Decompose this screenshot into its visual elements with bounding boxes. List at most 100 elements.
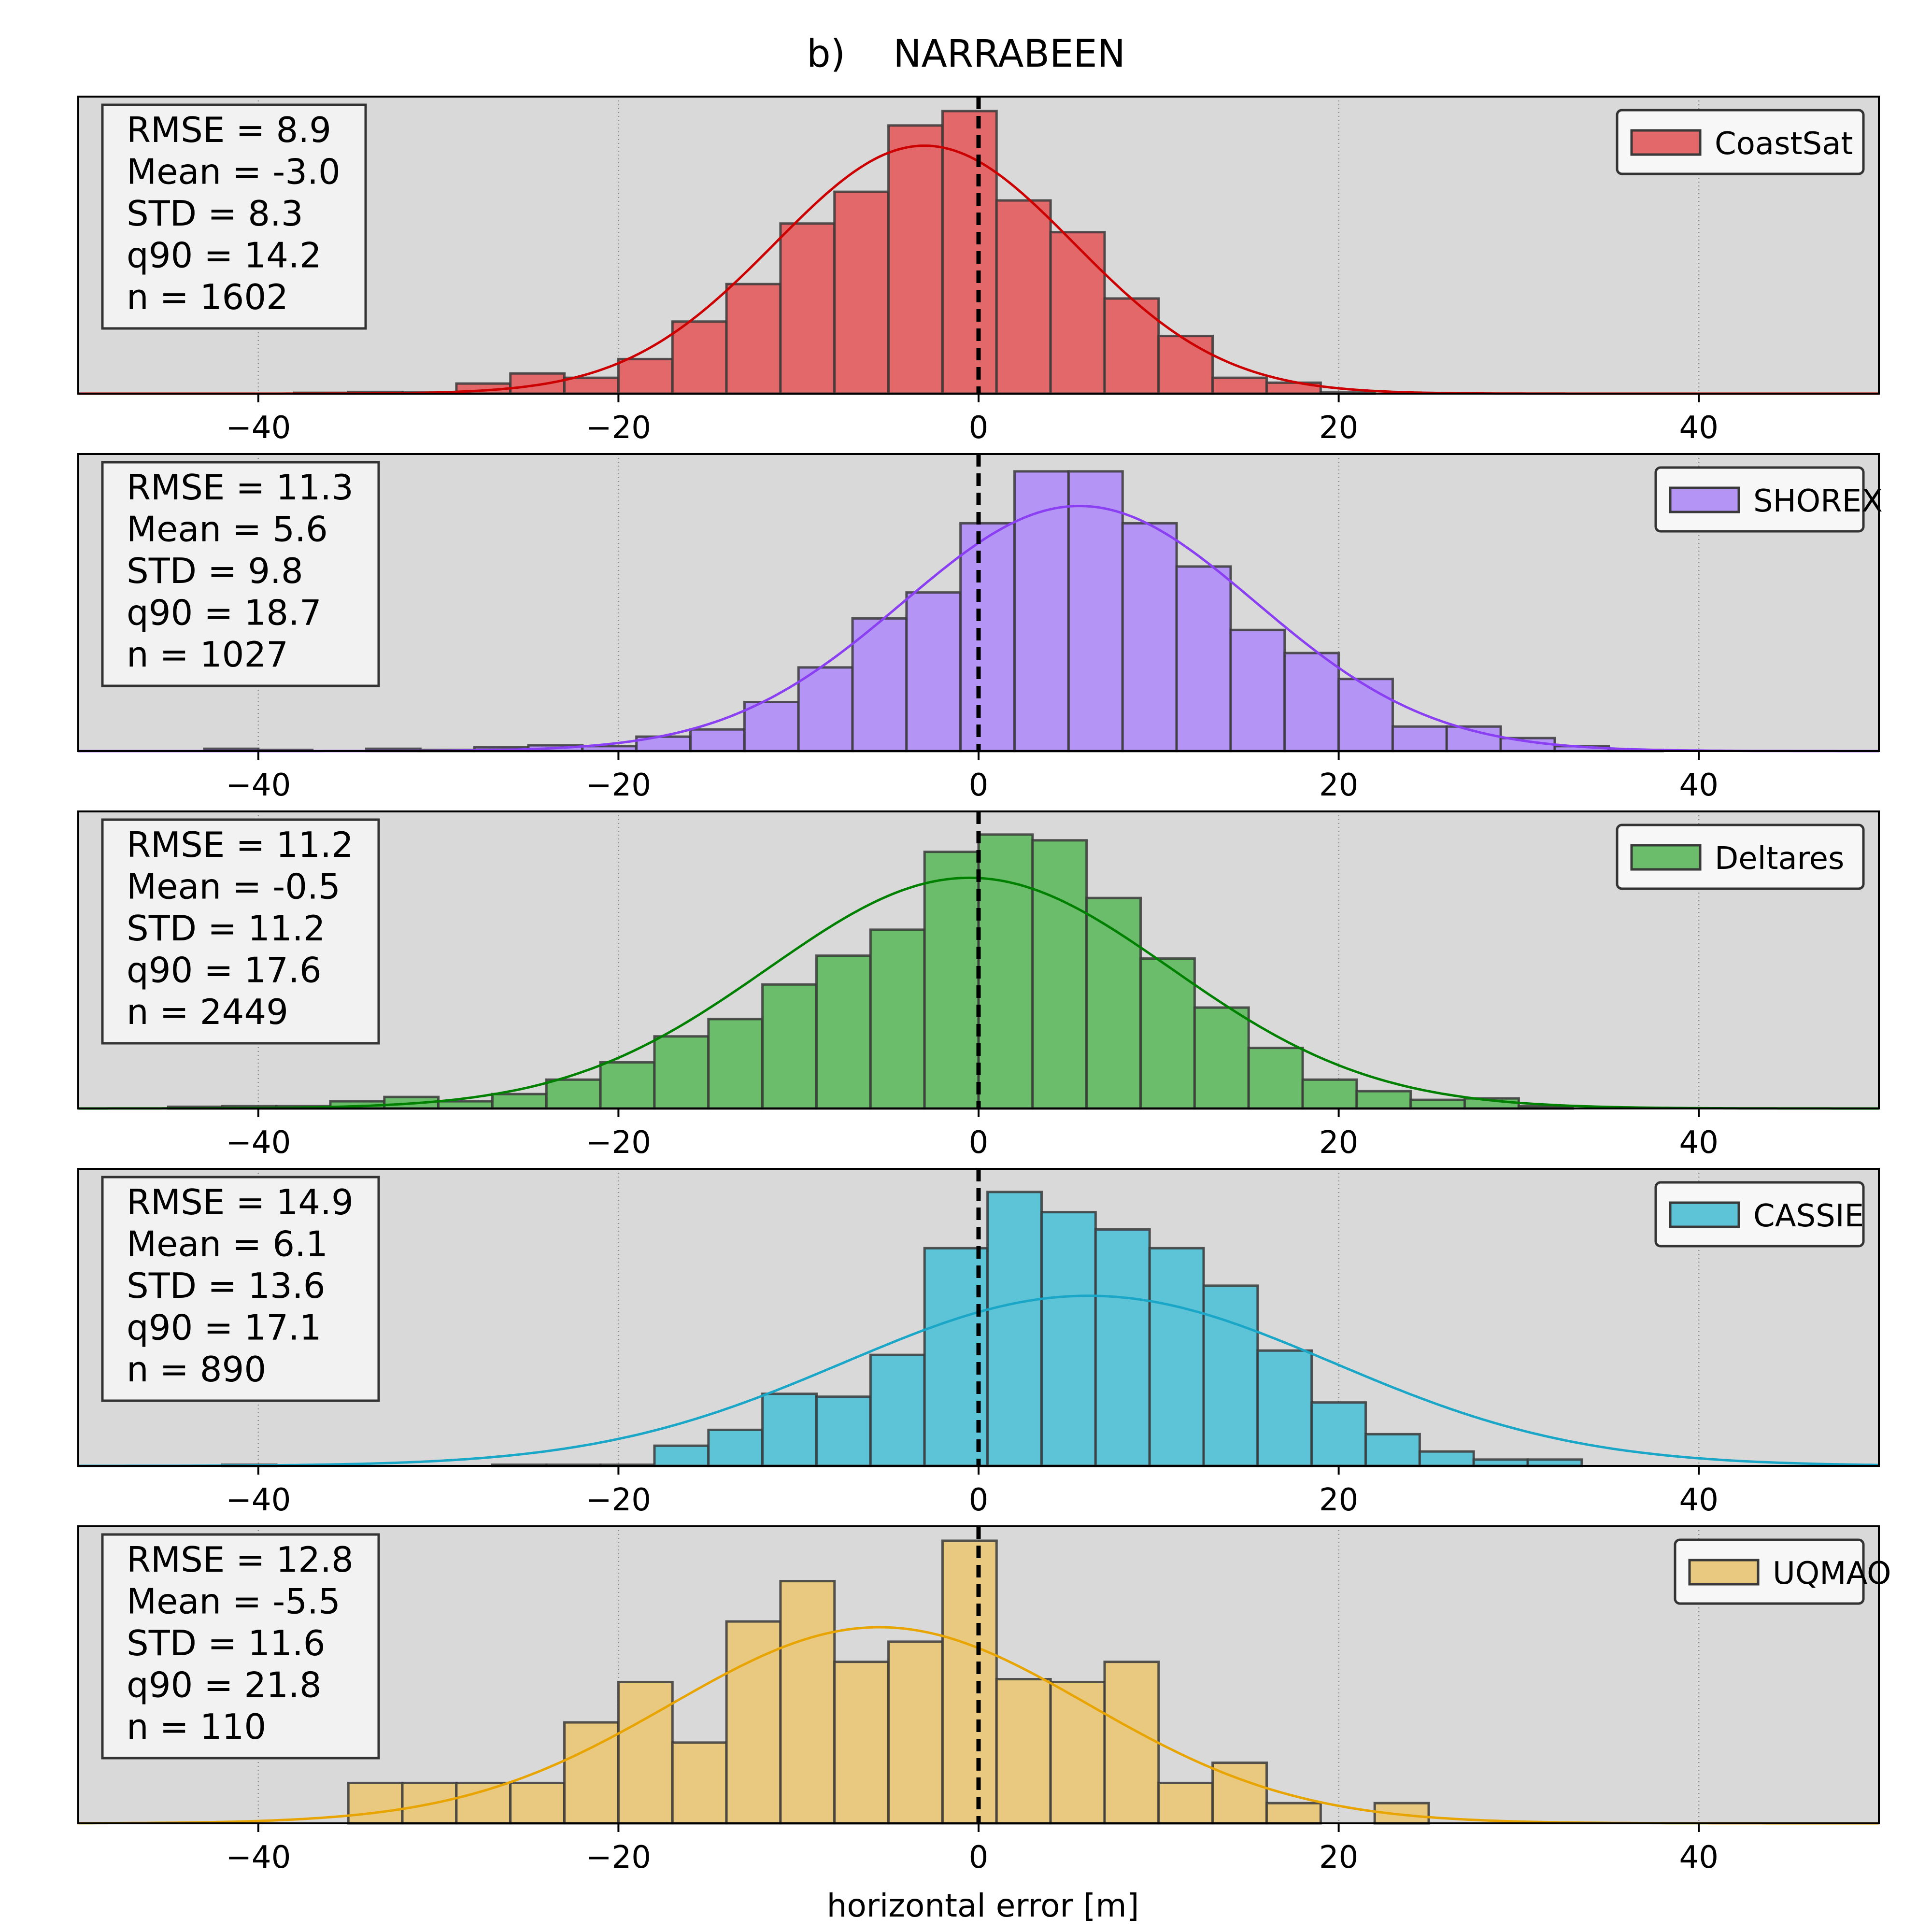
x-tick-label: −40 bbox=[226, 1482, 291, 1518]
stats-line: RMSE = 14.9 bbox=[127, 1182, 354, 1222]
histogram-bar bbox=[995, 199, 1052, 395]
histogram-bar bbox=[887, 124, 944, 395]
histogram-bar bbox=[923, 851, 980, 1110]
x-axis-label: horizontal error [m] bbox=[827, 1887, 1139, 1924]
histogram-bar bbox=[1265, 1802, 1322, 1825]
histogram-bar bbox=[959, 522, 1016, 753]
histogram-bar bbox=[1013, 470, 1070, 753]
histogram-bar bbox=[1049, 231, 1106, 395]
histogram-bar bbox=[815, 1395, 872, 1467]
histogram-bar bbox=[617, 1680, 674, 1825]
x-tick-label: 0 bbox=[969, 767, 989, 803]
histogram-bar bbox=[1337, 678, 1394, 753]
histogram-bar bbox=[923, 1247, 989, 1467]
histogram-bar bbox=[1175, 565, 1232, 753]
histogram-bar bbox=[1418, 1450, 1475, 1467]
histogram-bar bbox=[1202, 1284, 1259, 1467]
stats-line: RMSE = 11.3 bbox=[127, 467, 354, 508]
stats-line: q90 = 14.2 bbox=[127, 235, 322, 276]
stats-line: n = 1027 bbox=[127, 634, 288, 675]
histogram-bar bbox=[869, 928, 926, 1110]
stats-line: Mean = -0.5 bbox=[127, 867, 341, 907]
x-tick-label: −40 bbox=[226, 1125, 291, 1161]
x-tick-label: 40 bbox=[1679, 1125, 1718, 1161]
legend-label: Deltares bbox=[1715, 841, 1844, 877]
stats-line: RMSE = 8.9 bbox=[127, 110, 331, 150]
stats-box-frame bbox=[101, 1176, 380, 1402]
histogram-bar bbox=[707, 1428, 764, 1467]
histogram-bar bbox=[455, 1781, 512, 1825]
stats-line: q90 = 17.1 bbox=[127, 1307, 322, 1348]
x-tick-label: −20 bbox=[586, 767, 651, 803]
histogram-bar bbox=[743, 701, 800, 753]
stats-box-frame bbox=[101, 818, 380, 1045]
legend: CASSIE bbox=[1654, 1181, 1865, 1248]
histogram-bar bbox=[1103, 297, 1160, 395]
histogram-bar bbox=[1049, 1680, 1106, 1825]
legend: CoastSat bbox=[1616, 109, 1865, 175]
legend-label: CASSIE bbox=[1753, 1198, 1864, 1234]
x-tick-label: 40 bbox=[1679, 767, 1718, 803]
histogram-bar bbox=[1103, 1661, 1160, 1825]
figure-title: b) NARRABEEN bbox=[807, 32, 1125, 76]
histogram-bar bbox=[653, 1035, 710, 1110]
histogram-bar bbox=[1364, 1433, 1421, 1467]
histogram-bar bbox=[1283, 652, 1340, 753]
stats-line: RMSE = 11.2 bbox=[127, 824, 354, 865]
stats-box-frame bbox=[101, 103, 367, 330]
x-tick-label: 20 bbox=[1319, 1482, 1358, 1518]
histogram-bar bbox=[1157, 1781, 1214, 1825]
legend-swatch bbox=[1669, 486, 1740, 513]
legend: Deltares bbox=[1616, 824, 1865, 890]
x-tick-label: 20 bbox=[1319, 1840, 1358, 1875]
x-tick-label: 40 bbox=[1679, 410, 1718, 446]
x-tick-label: −20 bbox=[586, 1482, 651, 1518]
histogram-bar bbox=[689, 728, 746, 753]
legend-frame bbox=[1654, 1181, 1865, 1248]
legend-swatch bbox=[1630, 844, 1702, 871]
histogram-bar bbox=[833, 190, 890, 395]
x-tick-label: 0 bbox=[969, 1125, 989, 1161]
histogram-bar bbox=[509, 1781, 566, 1825]
legend-frame bbox=[1616, 824, 1865, 890]
histogram-bar bbox=[977, 833, 1034, 1110]
legend-swatch bbox=[1669, 1201, 1740, 1228]
x-tick-label: 40 bbox=[1679, 1840, 1718, 1875]
histogram-bar bbox=[1094, 1228, 1151, 1467]
stats-line: STD = 11.6 bbox=[127, 1623, 326, 1663]
stats-line: STD = 11.2 bbox=[127, 908, 326, 949]
stats-line: STD = 9.8 bbox=[127, 551, 303, 591]
legend: UQMAO bbox=[1674, 1538, 1891, 1605]
stats-line: q90 = 17.6 bbox=[127, 950, 322, 991]
histogram-bar bbox=[986, 1191, 1043, 1467]
histogram-bar bbox=[779, 222, 836, 395]
histogram-bar bbox=[707, 1018, 764, 1110]
histogram-bar bbox=[725, 283, 782, 395]
x-tick-label: −20 bbox=[586, 1840, 651, 1875]
x-tick-label: 0 bbox=[969, 1482, 989, 1518]
histogram-bar bbox=[1310, 1401, 1367, 1467]
histogram-bar bbox=[1121, 522, 1178, 753]
histogram-bar bbox=[1229, 628, 1286, 753]
histogram-bar bbox=[1193, 1006, 1250, 1110]
stats-line: STD = 13.6 bbox=[127, 1265, 326, 1306]
x-tick-label: −20 bbox=[586, 410, 651, 446]
histogram-bar bbox=[617, 357, 674, 395]
histogram-bar bbox=[1040, 1211, 1097, 1467]
x-tick-label: 0 bbox=[969, 410, 989, 446]
stats-line: Mean = 6.1 bbox=[127, 1224, 328, 1264]
x-tick-label: 20 bbox=[1319, 767, 1358, 803]
histogram-bar bbox=[1409, 1098, 1466, 1110]
stats-line: Mean = -5.5 bbox=[127, 1581, 341, 1622]
x-tick-label: 40 bbox=[1679, 1482, 1718, 1518]
legend-frame bbox=[1616, 109, 1865, 175]
histogram-bar bbox=[869, 1353, 926, 1467]
histogram-bar bbox=[905, 591, 962, 753]
